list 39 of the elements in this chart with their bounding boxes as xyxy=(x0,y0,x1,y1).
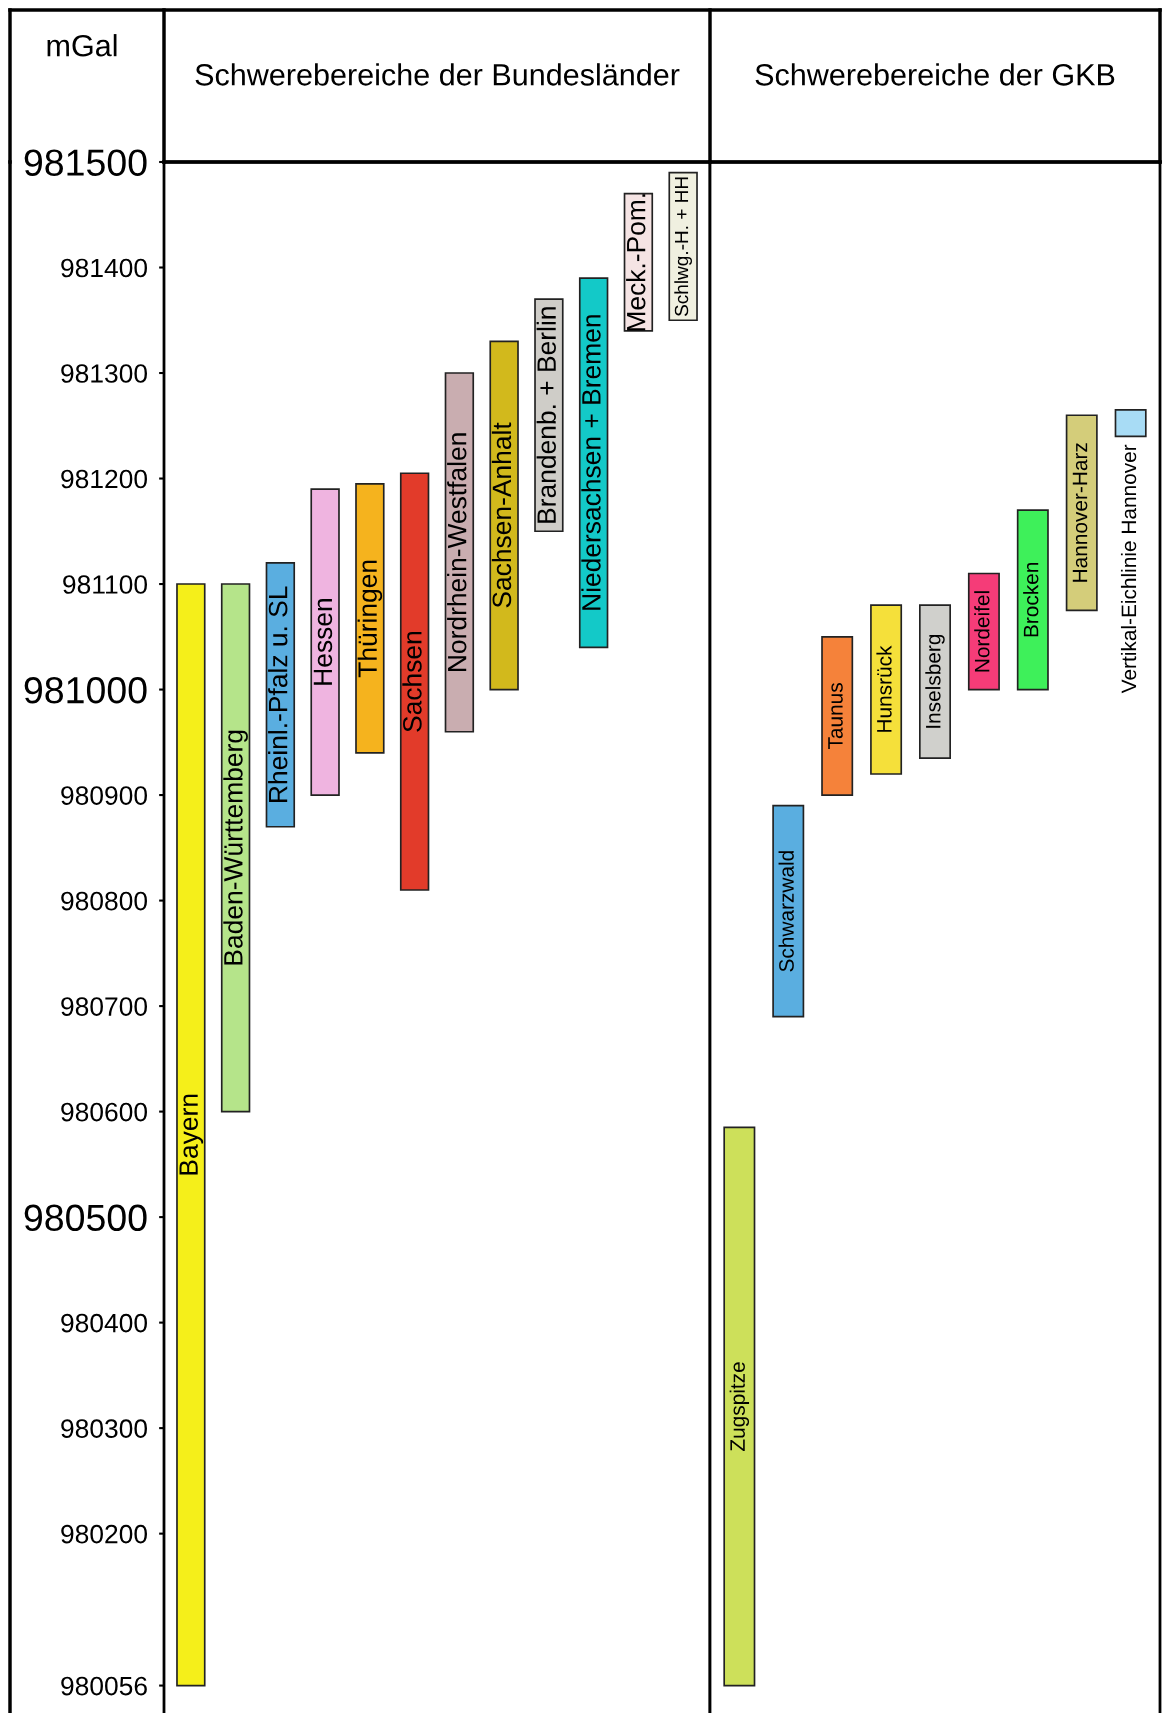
category-label: Hessen xyxy=(313,599,333,685)
y-tick-label: 981200 xyxy=(61,469,147,489)
category-label: Bayern xyxy=(179,1094,204,1175)
y-tick-label: 980700 xyxy=(61,997,147,1016)
y-tick-label: 981100 xyxy=(63,575,147,594)
category-label: Zugspitze xyxy=(729,1362,750,1451)
category-label: Sachsen-Anhalt xyxy=(491,422,512,608)
category-label: Hannover-Harz xyxy=(1072,443,1088,582)
category-label: Schwarzwald xyxy=(778,851,794,972)
category-label: Taunus xyxy=(828,683,843,750)
y-axis-title: mGal xyxy=(47,34,117,57)
category-label: Niedersachsen + Bremen xyxy=(581,315,601,610)
y-tick-label: 981000 xyxy=(24,676,147,704)
y-tick-label: 980900 xyxy=(61,786,147,805)
category-label: Vertikal-Eichlinie Hannover xyxy=(1120,444,1137,694)
category-label: Brandenb. + Berlin xyxy=(536,307,556,523)
y-tick-label: 980600 xyxy=(61,1102,147,1122)
y-tick-label: 981400 xyxy=(61,258,147,278)
chart-title: Schwerebereiche der Bundesländer xyxy=(195,63,680,86)
category-label: Nordrhein-Westfalen xyxy=(447,433,467,671)
category-label: Schlwg.-H. + HH xyxy=(674,177,692,317)
y-tick-label: 981300 xyxy=(61,364,147,383)
y-tick-label: 980400 xyxy=(61,1313,147,1333)
category-label: Inselsberg xyxy=(925,634,945,728)
y-tick-label: 980300 xyxy=(61,1419,147,1438)
y-tick-label: 980056 xyxy=(61,1676,147,1696)
y-tick-label: 980200 xyxy=(61,1524,147,1544)
category-label: Baden-Württemberg xyxy=(223,730,248,965)
y-tick-label: 981500 xyxy=(24,149,147,176)
y-tick-label: 980500 xyxy=(24,1204,147,1232)
y-tick-label: 980800 xyxy=(61,891,147,911)
category-label: Brocken xyxy=(1023,563,1039,637)
chart-title: Schwerebereiche der GKB xyxy=(755,63,1115,86)
category-label: Meck.-Pom. xyxy=(626,194,646,331)
category-label: Rheinl.-Pfalz u. SL xyxy=(268,586,288,802)
category-label: Hunsrück xyxy=(876,645,892,732)
category-label: Sachsen xyxy=(402,632,422,732)
category-label: Nordeifel xyxy=(974,591,990,672)
category-label: Thüringen xyxy=(357,560,383,678)
